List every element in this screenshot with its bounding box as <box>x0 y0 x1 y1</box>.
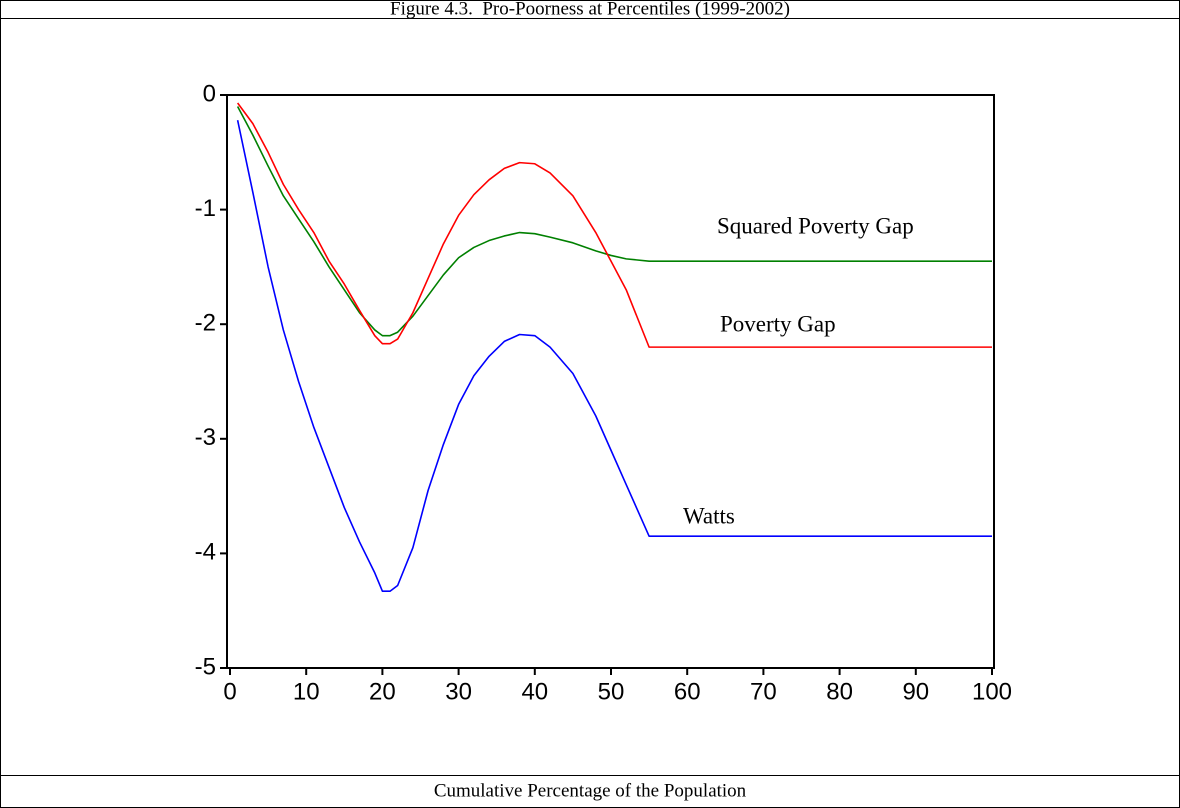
x-tick-label: 60 <box>674 678 701 705</box>
x-tick-label: 30 <box>445 678 472 705</box>
y-tick-label: -4 <box>195 539 216 566</box>
series-line <box>236 120 992 593</box>
plot-frame <box>226 94 995 669</box>
x-tick-label: 10 <box>293 678 320 705</box>
x-tick-label: 0 <box>223 678 236 705</box>
x-tick-label: 80 <box>826 678 853 705</box>
series-label: Squared Poverty Gap <box>717 213 914 238</box>
x-tick-label: 90 <box>902 678 929 705</box>
y-tick-label: -3 <box>195 424 216 451</box>
x-tick-label: 20 <box>369 678 396 705</box>
y-tick-label: 0 <box>203 80 216 107</box>
series-line <box>236 102 992 348</box>
series-line <box>236 106 992 337</box>
x-tick-label: 50 <box>598 678 625 705</box>
series-label: Poverty Gap <box>720 311 836 336</box>
x-tick-label: 100 <box>972 678 1012 705</box>
y-tick-label: -2 <box>195 310 216 337</box>
x-tick-label: 70 <box>750 678 777 705</box>
series-label: Watts <box>683 503 735 528</box>
y-tick-label: -5 <box>195 653 216 680</box>
x-tick-label: 40 <box>521 678 548 705</box>
y-tick-label: -1 <box>195 195 216 222</box>
chart-title: Figure 4.3. Pro-Poorness at Percentiles … <box>390 0 790 19</box>
x-axis-label: Cumulative Percentage of the Population <box>434 780 747 801</box>
